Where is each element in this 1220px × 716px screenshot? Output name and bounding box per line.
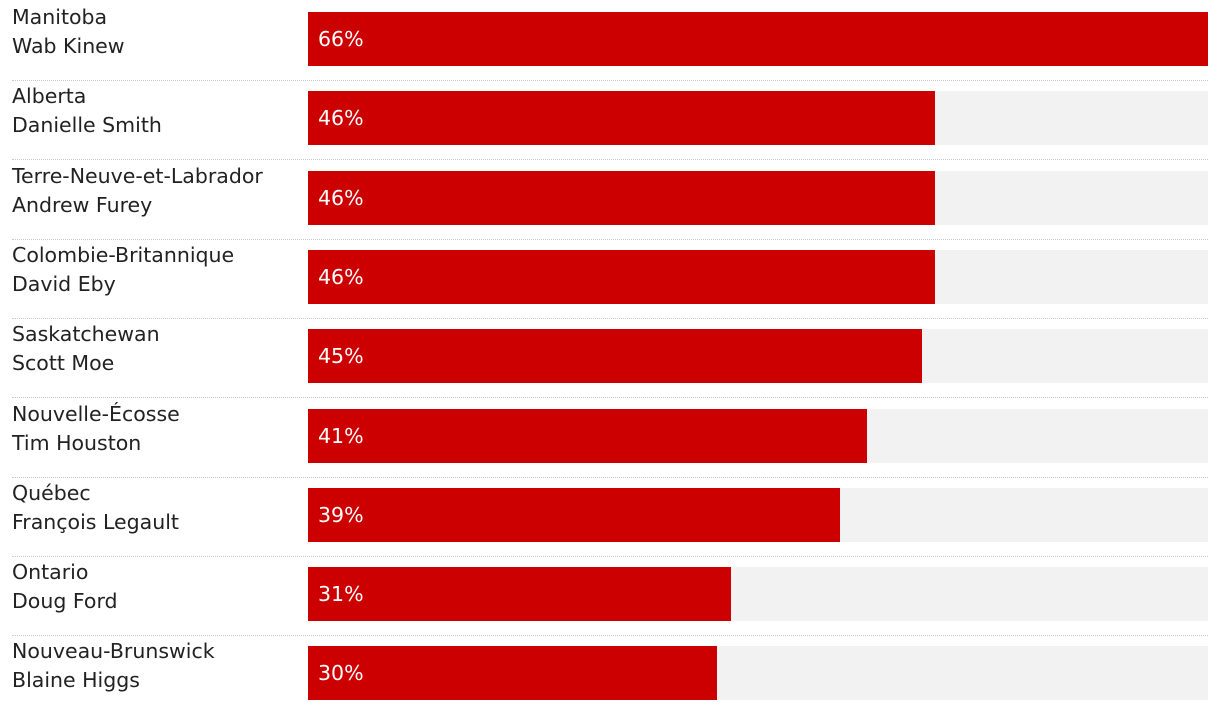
row-divider — [12, 476, 1208, 478]
row-label: Nouveau-Brunswick Blaine Higgs — [12, 637, 302, 695]
bar-track: 46% — [308, 170, 1208, 225]
row-label: Nouvelle-Écosse Tim Houston — [12, 400, 302, 458]
row-label: Ontario Doug Ford — [12, 558, 302, 616]
chart-row: Colombie-Britannique David Eby 46% — [12, 239, 1208, 319]
bar-track: 46% — [308, 91, 1208, 146]
row-divider — [12, 397, 1208, 399]
chart-row: Terre-Neuve-et-Labrador Andrew Furey 46% — [12, 160, 1208, 240]
leader-label: David Eby — [12, 271, 116, 296]
row-label: Colombie-Britannique David Eby — [12, 241, 302, 299]
row-label: Alberta Danielle Smith — [12, 82, 302, 140]
row-label: Terre-Neuve-et-Labrador Andrew Furey — [12, 162, 302, 220]
row-divider — [12, 317, 1208, 319]
row-divider — [12, 238, 1208, 240]
value-label: 45% — [318, 344, 364, 369]
bar — [308, 12, 1208, 66]
chart-row: Nouvelle-Écosse Tim Houston 41% — [12, 398, 1208, 478]
leader-label: Wab Kinew — [12, 34, 125, 58]
bar-track: 46% — [308, 249, 1208, 304]
bar — [308, 408, 868, 463]
province-label: Colombie-Britannique — [12, 242, 235, 267]
chart-row: Manitoba Wab Kinew 66% — [12, 1, 1208, 81]
leader-label: Doug Ford — [12, 589, 118, 614]
row-label: Manitoba Wab Kinew — [12, 3, 302, 61]
value-label: 66% — [318, 27, 364, 51]
bar — [308, 249, 936, 304]
leader-label: Andrew Furey — [12, 192, 153, 217]
bar — [308, 91, 936, 146]
bar — [308, 646, 718, 701]
value-label: 46% — [318, 185, 364, 210]
bar — [308, 170, 936, 225]
province-label: Saskatchewan — [12, 322, 160, 347]
province-label: Manitoba — [12, 5, 108, 29]
leader-label: Danielle Smith — [12, 113, 162, 138]
bar — [308, 487, 840, 542]
province-label: Québec — [12, 480, 91, 505]
bar-track: 31% — [308, 567, 1208, 622]
row-divider — [12, 635, 1208, 637]
province-label: Terre-Neuve-et-Labrador — [12, 163, 263, 188]
leader-label: François Legault — [12, 509, 179, 534]
row-divider — [12, 555, 1208, 557]
bar-track: 45% — [308, 329, 1208, 384]
row-label: Québec François Legault — [12, 479, 302, 537]
row-divider — [12, 159, 1208, 161]
leader-label: Scott Moe — [12, 351, 115, 376]
value-label: 41% — [318, 423, 364, 448]
chart-row: Nouveau-Brunswick Blaine Higgs 30% — [12, 635, 1208, 715]
province-label: Ontario — [12, 560, 89, 585]
province-label: Alberta — [12, 84, 87, 109]
chart-row: Saskatchewan Scott Moe 45% — [12, 318, 1208, 399]
province-label: Nouvelle-Écosse — [12, 401, 180, 426]
chart-row: Québec François Legault 39% — [12, 477, 1208, 557]
bar — [308, 329, 922, 384]
value-label: 30% — [318, 661, 364, 686]
province-label: Nouveau-Brunswick — [12, 639, 215, 664]
bar-track: 39% — [308, 487, 1208, 542]
row-divider — [12, 80, 1208, 81]
value-label: 31% — [318, 582, 364, 607]
leader-label: Tim Houston — [12, 430, 142, 455]
chart-row: Ontario Doug Ford 31% — [12, 556, 1208, 637]
bar-track: 41% — [308, 408, 1208, 463]
value-label: 46% — [318, 106, 364, 131]
value-label: 46% — [318, 264, 364, 289]
chart-row: Alberta Danielle Smith 46% — [12, 80, 1208, 161]
leader-label: Blaine Higgs — [12, 668, 140, 693]
bar — [308, 567, 731, 622]
bar-track: 30% — [308, 646, 1208, 701]
bar-track: 66% — [308, 12, 1208, 66]
value-label: 39% — [318, 502, 364, 527]
row-label: Saskatchewan Scott Moe — [12, 320, 302, 378]
